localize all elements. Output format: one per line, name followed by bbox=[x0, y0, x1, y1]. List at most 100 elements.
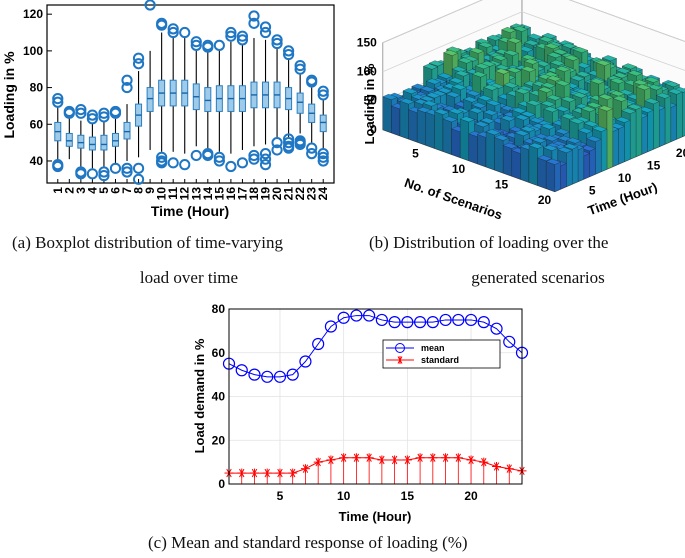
boxplot-outlier bbox=[156, 17, 168, 29]
line-y-tick-label: 0 bbox=[218, 477, 225, 491]
bar3d-bar-top bbox=[494, 134, 510, 141]
boxplot-outlier bbox=[317, 155, 329, 167]
mean-point bbox=[324, 320, 338, 333]
bar3d-bar-top bbox=[474, 63, 490, 70]
legend-box bbox=[382, 339, 501, 369]
boxplot-x-tick-label: 21 bbox=[282, 187, 296, 201]
bar3d-bars bbox=[382, 23, 685, 192]
bar3d-bar-top bbox=[538, 36, 554, 43]
bar3d-bar-front bbox=[630, 111, 637, 160]
boxplot-outlier bbox=[156, 151, 168, 163]
bar3d-bar-top bbox=[494, 68, 510, 75]
bar3d-bar-top bbox=[486, 100, 502, 106]
bar3d-bar-top bbox=[566, 137, 582, 144]
bar3d-bar-top bbox=[569, 75, 585, 82]
bar3d-bar-top bbox=[573, 47, 589, 53]
boxplot-outlier bbox=[121, 166, 133, 178]
mean-point bbox=[248, 368, 261, 381]
boxplot-outlier bbox=[202, 148, 214, 160]
line-y-tick-label: 40 bbox=[212, 390, 226, 404]
bar3d-bar-front bbox=[606, 108, 613, 170]
mean-point bbox=[363, 309, 376, 322]
legend-star-glyph bbox=[396, 356, 404, 364]
bar3d-x-axis-label: No. of Scenarios bbox=[403, 175, 505, 223]
bar3d-bar-top bbox=[477, 95, 493, 102]
bar3d-bar-side bbox=[460, 118, 469, 161]
standard-point bbox=[326, 455, 336, 465]
boxplot-y-tick-label: 80 bbox=[30, 81, 44, 95]
line-legend: mean standard bbox=[382, 339, 501, 369]
bar3d-bar-top bbox=[469, 47, 485, 54]
boxplot-outlier bbox=[121, 162, 133, 174]
boxplot-outlier bbox=[259, 21, 272, 33]
bar3d-bar-top bbox=[506, 37, 522, 44]
boxplot-outlier bbox=[132, 162, 145, 174]
boxplot-outlier bbox=[248, 17, 260, 29]
boxplot-outlier bbox=[317, 89, 329, 101]
boxplot-outlier bbox=[121, 81, 133, 94]
bar3d-gridline bbox=[382, 11, 685, 73]
standard-point bbox=[237, 468, 247, 478]
boxplot-outlier bbox=[306, 148, 318, 160]
bar3d-bar-front bbox=[641, 115, 648, 155]
mean-point bbox=[439, 313, 452, 327]
boxplot-outlier bbox=[283, 137, 295, 149]
bar3d-bar-front bbox=[577, 147, 584, 182]
boxplot-outlier bbox=[179, 26, 191, 39]
boxplot-y-tick-label: 60 bbox=[30, 117, 44, 131]
mean-point bbox=[350, 309, 363, 322]
bar3d-bar-front bbox=[659, 107, 666, 147]
caption-c: (c) Mean and standard response of loadin… bbox=[148, 533, 468, 552]
boxplot-x-tick-label: 9 bbox=[143, 187, 157, 194]
boxplot-x-tick-label: 12 bbox=[178, 187, 192, 201]
boxplot-outlier bbox=[248, 149, 260, 162]
bar3d-bar-top bbox=[514, 114, 530, 121]
line-y-axis-label: Load demand in % bbox=[192, 338, 207, 453]
bar3d-bar-top bbox=[442, 116, 458, 123]
legend-mean-marker bbox=[395, 343, 405, 353]
boxplot-x-tick-label: 20 bbox=[270, 187, 284, 201]
bar3d-bar-top bbox=[545, 158, 561, 165]
bar3d-bar-front bbox=[572, 146, 579, 185]
bar3d-bar-top bbox=[451, 66, 467, 73]
standard-point bbox=[364, 453, 374, 463]
boxplot-box bbox=[77, 134, 85, 149]
bar3d-z-tick-label: 150 bbox=[357, 36, 377, 50]
bar3d-bar-top bbox=[423, 63, 439, 70]
bar3d-bar-top bbox=[537, 86, 553, 93]
bar3d-bar-top bbox=[483, 109, 499, 116]
boxplot-outlier bbox=[156, 155, 168, 167]
bar3d-bar-side bbox=[408, 109, 418, 143]
boxplot-outlier bbox=[109, 105, 122, 118]
boxplot-y-tick-label: 120 bbox=[23, 7, 43, 21]
bar3d-bar-top bbox=[471, 71, 487, 78]
boxplot-outlier bbox=[317, 151, 329, 163]
bar3d-bar-top bbox=[512, 25, 528, 32]
bar3d-bar-top bbox=[612, 95, 628, 102]
boxplot-outlier bbox=[283, 48, 295, 61]
bar3d-bar-front bbox=[589, 148, 596, 177]
boxplot-outlier bbox=[75, 107, 87, 119]
line-ticks: 5 10 15 20 0 20 40 60 80 bbox=[212, 302, 478, 503]
boxplot-outlier bbox=[306, 142, 318, 154]
line-y-tick-label: 80 bbox=[212, 302, 226, 316]
bar3d-bar-top bbox=[540, 100, 556, 107]
standard-point bbox=[377, 455, 387, 465]
boxplot-x-tick-label: 5 bbox=[97, 187, 111, 194]
bar3d-z-axis-label: Loading in % bbox=[362, 63, 377, 144]
boxplot-outlier bbox=[86, 109, 98, 121]
boxplot-box bbox=[296, 92, 304, 114]
boxplot-y-tick-label: 40 bbox=[30, 154, 44, 168]
bar3d-bar-top bbox=[425, 92, 441, 99]
bar3d-bar-top bbox=[627, 70, 643, 77]
bar3d-bar-top bbox=[547, 52, 563, 59]
bar3d-bar-top bbox=[621, 107, 637, 114]
bar3d-bar-side bbox=[382, 96, 392, 133]
bar3d-bar-top bbox=[546, 75, 562, 82]
boxplot-outlier bbox=[167, 26, 179, 39]
boxplot-box bbox=[100, 134, 108, 151]
bar3d-bar-top bbox=[621, 63, 637, 70]
boxplot-x-tick-label: 8 bbox=[132, 187, 146, 194]
mean-point bbox=[464, 313, 478, 327]
bar3d-bar-top bbox=[459, 116, 475, 123]
